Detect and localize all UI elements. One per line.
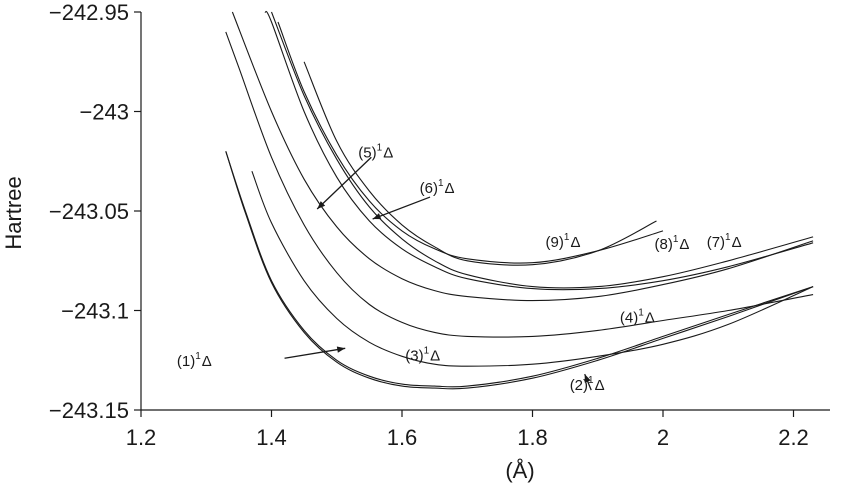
y-tick-label: −243 [79, 100, 129, 125]
y-tick-label: −243.1 [61, 299, 129, 324]
state-label: (2)1Δ [570, 375, 605, 394]
annotation-arrow [584, 373, 592, 391]
state-label: (1)1Δ [177, 351, 212, 370]
state-label: (8)1Δ [655, 234, 690, 253]
series-8-line [277, 21, 664, 264]
series-2-line [225, 151, 814, 388]
series-3-line [251, 171, 814, 367]
series-1-line [225, 151, 814, 390]
y-tick-label: −243.05 [49, 199, 129, 224]
state-label: (3)1Δ [405, 345, 440, 364]
state-label: (6)1Δ [420, 178, 455, 197]
state-label: (4)1Δ [620, 307, 655, 326]
y-tick-label: −242.95 [49, 0, 129, 25]
series-7-line [270, 11, 814, 289]
x-tick-label: 1.6 [387, 425, 418, 450]
x-tick-label: 1.8 [517, 425, 548, 450]
x-tick-label: 2.2 [778, 425, 809, 450]
curves-group [225, 10, 814, 390]
y-tick-label: −243.15 [49, 398, 129, 423]
state-label: (5)1Δ [358, 142, 393, 161]
annotation-arrow [372, 196, 431, 220]
series-4-line [225, 31, 814, 338]
series-5-line [231, 11, 814, 302]
x-tick-label: 1.4 [256, 425, 287, 450]
x-ticks: 1.2 1.4 1.6 1.8 2 2.2 [126, 410, 809, 450]
arrows-group [284, 156, 592, 391]
y-ticks: −242.95 −243 −243.05 −243.1 −243.15 [49, 0, 141, 423]
x-tick-label: 1.2 [126, 425, 157, 450]
annotation-arrow [284, 346, 346, 359]
x-axis-title: (Å) [505, 458, 534, 483]
series-9-line [303, 61, 657, 266]
state-label: (7)1Δ [707, 232, 742, 251]
annotations-group: (1)1Δ (2)1Δ (3)1Δ (4)1Δ (5)1Δ (6)1Δ (7)1Δ (8)1Δ… [177, 142, 742, 394]
x-tick-label: 2 [657, 425, 669, 450]
y-axis-title: Hartree [1, 176, 26, 249]
series-6-line [264, 10, 814, 291]
annotation-arrow [316, 156, 372, 210]
state-label: (9)1Δ [546, 232, 581, 251]
